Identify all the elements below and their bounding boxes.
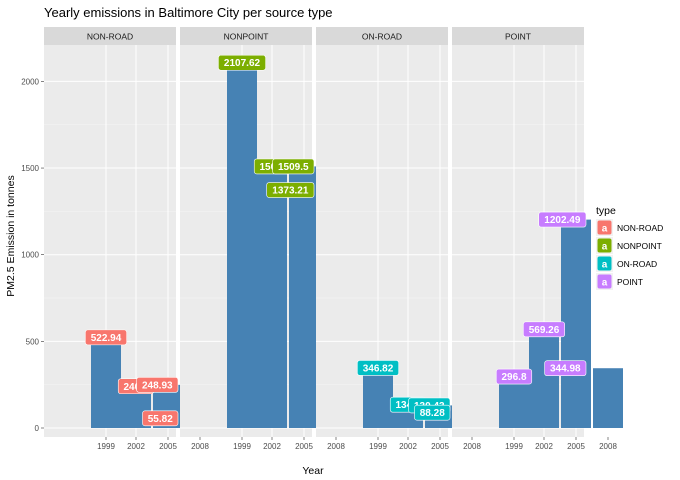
bar: [593, 368, 623, 428]
x-tick-label: 2005: [431, 442, 449, 451]
legend-key-swatch: [597, 238, 612, 253]
data-label: 248.93: [142, 380, 173, 391]
legend-item-non-road: a NON-ROAD: [596, 219, 663, 236]
y-tick-label: 0: [35, 424, 40, 433]
bar: [529, 329, 559, 428]
x-tick-label: 1999: [233, 442, 251, 451]
facet-strip-label: POINT: [505, 32, 531, 42]
data-label: 522.94: [91, 333, 122, 344]
x-tick-label: 2008: [327, 442, 345, 451]
y-tick-label: 500: [26, 337, 40, 346]
data-label-box: [538, 211, 587, 228]
facet-strip: [180, 27, 312, 45]
data-label: 344.98: [550, 364, 581, 375]
bar: [227, 62, 257, 429]
x-axis-title: Year: [302, 465, 324, 477]
data-label-box: [272, 158, 315, 175]
y-tick-label: 2000: [21, 77, 39, 86]
x-tick-label: 1999: [97, 442, 115, 451]
data-label-box: [544, 360, 587, 377]
legend-label: ON-ROAD: [617, 259, 657, 269]
legend-key-swatch: [597, 220, 612, 235]
facet-strip: [452, 27, 584, 45]
bar: [363, 367, 393, 428]
legend-label: POINT: [617, 277, 643, 287]
y-tick-label: 1500: [21, 164, 39, 173]
facet-strip: [44, 27, 176, 45]
facet-strip-label: ON-ROAD: [362, 32, 402, 42]
data-label-box: [414, 404, 451, 421]
data-label-box: [85, 329, 128, 346]
facet-panel-on-road: ON-ROAD346.82134.3130.4388.2819992002200…: [316, 27, 487, 451]
data-label: 1509.: [259, 162, 284, 173]
data-label: 240.8: [123, 382, 148, 393]
legend-label: NONPOINT: [617, 241, 662, 251]
legend-key-glyph: a: [602, 278, 608, 289]
facet-strip-label: NON-ROAD: [87, 32, 133, 42]
y-axis: 0 500 1000 1500 2000: [21, 77, 44, 433]
legend-item-on-road: a ON-ROAD: [596, 255, 657, 272]
data-label-box: [142, 410, 179, 427]
facet-strip-label: NONPOINT: [224, 32, 269, 42]
x-tick-label: 1999: [505, 442, 523, 451]
data-label: 296.8: [501, 372, 526, 383]
legend-key-swatch: [597, 256, 612, 271]
legend-key-glyph: a: [602, 242, 608, 253]
bar: [91, 337, 121, 428]
data-label: 55.82: [148, 414, 173, 425]
legend: type a NON-ROAD a NONPOINT a ON-ROAD a POINT: [596, 205, 663, 290]
x-tick-label: 2008: [191, 442, 209, 451]
data-label: 1509.5: [278, 162, 309, 173]
legend-key-glyph: a: [602, 260, 608, 271]
data-label: 134.3: [395, 400, 420, 411]
legend-item-point: a POINT: [596, 273, 643, 290]
data-label-box: [136, 377, 179, 393]
legend-item-nonpoint: a NONPOINT: [596, 237, 662, 254]
x-tick-label: 1999: [369, 442, 387, 451]
x-tick-label: 2002: [535, 442, 553, 451]
bar: [499, 376, 529, 428]
data-label: 88.28: [420, 408, 445, 419]
data-label: 1373.21: [272, 186, 309, 197]
facet-panel-nonpoint: NONPOINT 2107.62 1509.1509.5 1373.21 1999 200…: [180, 27, 351, 451]
x-tick-label: 2005: [295, 442, 313, 451]
facet-panel-point: POINT 296.8 569.26 1202.49 344.98 1999 2002 200…: [452, 27, 623, 451]
data-label-box: [356, 360, 399, 376]
data-label: 1202.49: [544, 215, 581, 226]
x-tick-label: 2002: [127, 442, 145, 451]
x-tick-label: 2005: [159, 442, 177, 451]
y-tick-label: 1000: [21, 251, 39, 260]
data-label-box: [218, 54, 266, 71]
data-label-box: [495, 368, 533, 385]
x-tick-label: 2008: [599, 442, 617, 451]
data-label: 346.82: [363, 363, 394, 374]
data-label-box: [266, 182, 315, 198]
data-label: 2107.62: [224, 58, 261, 69]
x-tick-label: 2008: [463, 442, 481, 451]
x-tick-label: 2005: [567, 442, 585, 451]
data-label: 569.26: [529, 325, 560, 336]
x-tick-label: 2002: [399, 442, 417, 451]
facet-strip: [316, 27, 448, 45]
data-label-box: [522, 321, 565, 338]
bar: [561, 219, 591, 428]
legend-title: type: [596, 205, 616, 217]
bar: [289, 166, 319, 428]
legend-key-swatch: [597, 274, 612, 289]
bar: [257, 166, 287, 428]
legend-label: NON-ROAD: [617, 223, 663, 233]
y-axis-title: PM2.5 Emission in tonnes: [5, 175, 17, 296]
x-tick-label: 2002: [263, 442, 281, 451]
chart-title: Yearly emissions in Baltimore City per s…: [44, 5, 333, 20]
legend-key-glyph: a: [602, 224, 608, 235]
